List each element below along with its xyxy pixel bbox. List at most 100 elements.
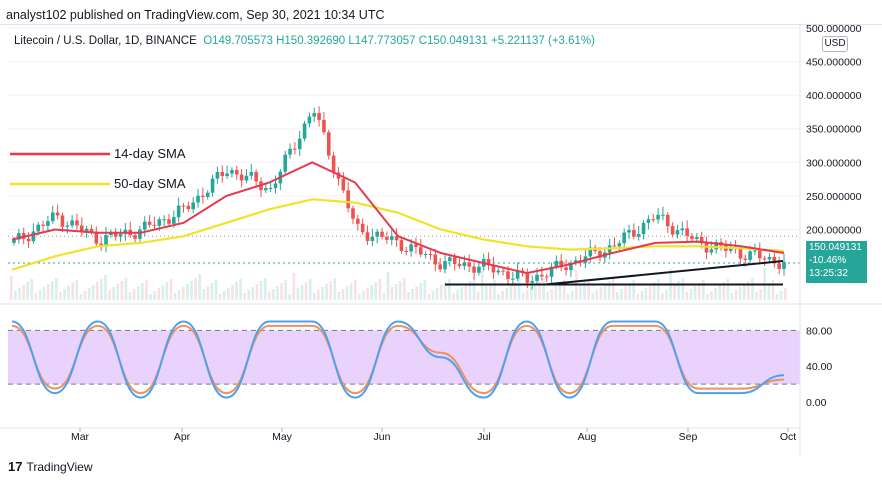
candle-body (365, 232, 370, 241)
candle-body (50, 212, 55, 222)
sma14-line (11, 161, 785, 275)
tradingview-logo[interactable]: 17 (8, 459, 23, 474)
volume-bar (272, 289, 275, 300)
volume-bar (231, 285, 234, 300)
price-tick-label: 200.000000 (806, 224, 862, 236)
candle-body (409, 244, 413, 252)
candle-body (138, 229, 142, 239)
volume-bar (656, 279, 660, 300)
ohlc-legend: Litecoin / U.S. Dollar, 1D, BINANCE O149… (14, 35, 595, 47)
sma50-legend-label: 50-day SMA (114, 176, 186, 191)
volume-bar (751, 278, 754, 300)
time-tick-label: Aug (578, 431, 597, 443)
candle-body (79, 225, 84, 232)
candle-body (17, 233, 21, 240)
candle-body (26, 238, 31, 242)
candle-body (12, 239, 16, 243)
candle-body (380, 231, 384, 237)
candle-body (627, 230, 631, 233)
volume-bar (595, 290, 599, 300)
candle-body (225, 173, 229, 177)
currency-button[interactable]: USD (822, 36, 848, 52)
candle-body (511, 278, 515, 280)
volume-bar (558, 283, 562, 300)
candle-body (665, 214, 670, 227)
candle-body (549, 266, 554, 277)
candle-body (636, 234, 641, 237)
volume-bar (423, 280, 427, 300)
volume-bar (489, 283, 492, 300)
volume-bar (624, 286, 627, 300)
volume-bar (345, 286, 349, 300)
volume-bar (583, 282, 586, 300)
candle-body (404, 251, 409, 253)
candle-body (704, 243, 709, 253)
ascending-trendline (544, 260, 784, 286)
change-value: +5.221137 (+3.61%) (490, 35, 595, 47)
volume-bar (292, 273, 296, 300)
volume-bar (173, 293, 177, 300)
candle-body (728, 248, 733, 251)
volume-bar (263, 278, 267, 300)
last-price: 150.049131 (809, 242, 862, 253)
volume-bar (59, 292, 62, 300)
candle-body (544, 276, 549, 278)
brand-name[interactable]: TradingView (26, 459, 93, 474)
candle-body (186, 205, 191, 210)
volume-bar (194, 278, 197, 300)
volume-bar (566, 294, 570, 300)
candle-body (525, 272, 530, 283)
candle-body (540, 274, 544, 277)
candle-body (767, 256, 772, 260)
oscillator-pane (8, 320, 800, 399)
candle-body (104, 234, 108, 246)
volume-bar (767, 283, 771, 300)
candle-body (646, 219, 651, 223)
volume-bar (34, 293, 38, 300)
volume-bar (484, 286, 488, 300)
candle-body (239, 174, 244, 181)
candle-body (573, 260, 578, 263)
time-tick-label: Apr (174, 431, 191, 443)
volume-bar (116, 284, 120, 300)
volume-bar (136, 286, 140, 300)
volume-bar (702, 280, 705, 300)
volume-bar (190, 281, 193, 300)
candle-body (762, 258, 767, 260)
symbol-label[interactable]: Litecoin / U.S. Dollar, 1D, BINANCE (14, 35, 197, 47)
candle-body (598, 251, 602, 258)
volume-bar (472, 278, 476, 300)
volume-bar (665, 290, 668, 300)
volume-bar (358, 294, 361, 300)
volume-bar (648, 285, 652, 300)
volume-bar (329, 281, 332, 300)
volume-bar (251, 287, 255, 300)
volume-bar (444, 282, 447, 300)
candle-body (462, 262, 467, 266)
volume-bar (771, 280, 775, 300)
volume-bar (452, 293, 455, 300)
close-value: C150.049131 (418, 35, 488, 47)
candle-body (423, 254, 428, 256)
candle-body (288, 148, 292, 155)
volume-bar (87, 288, 91, 300)
volume-bar (153, 291, 156, 300)
volume-bar (599, 287, 603, 300)
volume-bar (407, 292, 410, 300)
volume-bar (247, 290, 251, 300)
candle-body (370, 236, 375, 241)
volume-bar (517, 279, 521, 300)
volume-bar (550, 289, 554, 300)
candle-body (515, 270, 520, 279)
volume-bar (427, 294, 431, 300)
volume-bar (620, 289, 623, 300)
candle-body (559, 260, 564, 268)
volume-bar (79, 294, 83, 300)
candle-body (273, 183, 278, 189)
footer: 17 TradingView (8, 459, 93, 474)
candle-body (75, 220, 79, 226)
volume-bar (313, 293, 316, 300)
volume-bar (157, 288, 161, 300)
volume-bar (222, 291, 226, 300)
